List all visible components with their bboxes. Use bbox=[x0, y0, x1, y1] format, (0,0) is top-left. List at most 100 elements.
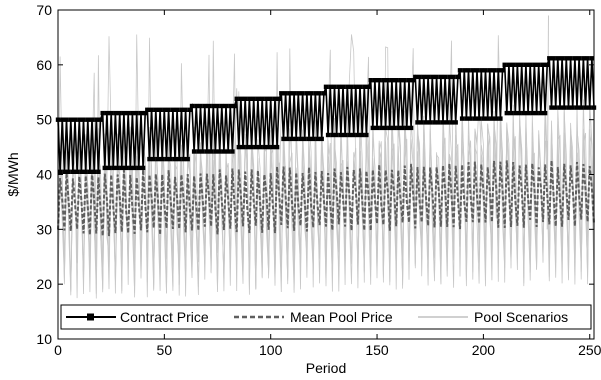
contract-price-marker bbox=[496, 68, 501, 73]
contract-price-marker bbox=[68, 117, 73, 122]
contract-price-marker bbox=[296, 91, 301, 96]
contract-price-marker bbox=[104, 110, 110, 116]
contract-price-marker bbox=[187, 107, 193, 112]
contract-price-marker bbox=[396, 125, 401, 131]
mean-pool-price-line bbox=[57, 160, 595, 237]
contract-price-marker bbox=[81, 117, 86, 122]
contract-price-marker bbox=[364, 132, 369, 138]
pool-scenario-spike bbox=[546, 15, 549, 230]
contract-price-marker bbox=[328, 84, 333, 89]
contract-price-marker bbox=[447, 74, 452, 80]
contract-price-marker bbox=[538, 110, 543, 116]
contract-price-marker bbox=[381, 78, 386, 83]
contract-price-marker bbox=[206, 103, 212, 109]
contract-price-marker bbox=[126, 110, 131, 116]
contract-price-marker bbox=[285, 136, 290, 142]
contract-price-marker bbox=[445, 120, 450, 125]
contract-price-marker bbox=[483, 68, 488, 73]
contract-price-marker bbox=[100, 110, 105, 116]
contract-price-marker bbox=[368, 78, 373, 83]
contract-price-marker bbox=[83, 169, 88, 174]
y-axis-label: $/MWh bbox=[5, 152, 21, 196]
contract-price-marker bbox=[534, 110, 539, 116]
contract-price-marker bbox=[232, 103, 237, 109]
contract-price-marker bbox=[311, 136, 316, 142]
contract-price-marker bbox=[157, 107, 163, 112]
contract-price-marker bbox=[464, 116, 469, 121]
contract-price-marker bbox=[117, 110, 122, 116]
legend-box bbox=[60, 304, 592, 330]
contract-price-marker bbox=[553, 105, 558, 110]
contract-price-marker bbox=[313, 91, 318, 96]
contract-price-marker bbox=[345, 84, 350, 89]
contract-price-marker bbox=[121, 110, 127, 116]
contract-price-marker bbox=[245, 144, 250, 150]
contract-price-marker bbox=[570, 105, 575, 110]
contract-price-marker bbox=[219, 103, 224, 109]
contract-price-marker bbox=[228, 103, 233, 109]
contract-price-marker bbox=[581, 56, 586, 61]
contract-price-marker bbox=[536, 62, 541, 67]
contract-price-marker bbox=[291, 91, 297, 96]
x-axis: 0 50 100 150 200 250 bbox=[54, 10, 601, 358]
contract-price-marker bbox=[545, 62, 550, 67]
contract-price-marker bbox=[428, 120, 433, 125]
contract-price-marker bbox=[185, 156, 190, 162]
contract-price-marker bbox=[215, 103, 220, 109]
contract-price-marker bbox=[174, 107, 180, 112]
contract-price-marker bbox=[408, 125, 414, 131]
contract-price-marker bbox=[442, 74, 448, 80]
contract-price-marker bbox=[257, 144, 263, 150]
legend: Contract Price Mean Pool Price Pool Scenar… bbox=[60, 304, 592, 330]
contract-price-marker bbox=[319, 136, 324, 142]
contract-price-marker bbox=[542, 110, 548, 116]
contract-price-marker bbox=[551, 56, 556, 61]
contract-price-marker bbox=[281, 136, 286, 142]
contract-price-marker bbox=[166, 107, 171, 112]
y-tick-label: 10 bbox=[36, 331, 52, 347]
contract-price-marker bbox=[87, 169, 93, 174]
plot-area: Contract Price Mean Pool Price Pool Scenar… bbox=[55, 9, 597, 340]
contract-price-marker bbox=[132, 165, 137, 171]
x-tick-label: 0 bbox=[54, 342, 62, 358]
contract-price-marker bbox=[406, 78, 412, 83]
contract-price-marker bbox=[155, 156, 161, 162]
contract-price-marker bbox=[402, 78, 407, 83]
contract-price-marker bbox=[555, 56, 560, 61]
contract-price-marker bbox=[564, 56, 569, 61]
contract-price-marker bbox=[494, 116, 499, 121]
y-tick-label: 70 bbox=[36, 2, 52, 18]
mean-pool-price-series bbox=[57, 160, 595, 237]
contract-price-marker bbox=[89, 117, 95, 122]
contract-price-marker bbox=[383, 125, 388, 131]
contract-price-marker bbox=[362, 84, 367, 89]
contract-price-marker bbox=[547, 56, 552, 61]
legend-label-contract: Contract Price bbox=[120, 309, 209, 325]
contract-price-marker bbox=[583, 105, 588, 110]
contract-price-marker bbox=[102, 165, 107, 171]
contract-price-marker bbox=[423, 120, 429, 125]
contract-price-marker bbox=[404, 125, 409, 131]
contract-price-marker bbox=[519, 62, 524, 67]
contract-price-marker bbox=[338, 132, 344, 138]
contract-price-marker bbox=[94, 117, 99, 122]
contract-price-marker bbox=[321, 91, 327, 96]
contract-price-marker bbox=[434, 74, 439, 80]
contract-price-marker bbox=[287, 91, 292, 96]
contract-price-marker bbox=[506, 62, 512, 67]
x-axis-label: Period bbox=[306, 360, 346, 376]
contract-price-marker bbox=[340, 84, 346, 89]
contract-price-marker bbox=[260, 96, 265, 101]
contract-price-marker bbox=[268, 96, 273, 101]
contract-price-marker bbox=[351, 132, 356, 138]
contract-price-marker bbox=[370, 125, 375, 131]
contract-price-marker bbox=[230, 149, 235, 154]
contract-price-marker bbox=[200, 149, 205, 154]
contract-price-marker bbox=[491, 68, 497, 73]
contract-price-marker bbox=[419, 120, 424, 125]
contract-price-marker bbox=[113, 110, 118, 116]
y-tick-label: 40 bbox=[36, 167, 52, 183]
contract-price-marker bbox=[391, 125, 397, 131]
contract-price-marker bbox=[138, 110, 144, 116]
contract-price-marker bbox=[330, 132, 335, 138]
